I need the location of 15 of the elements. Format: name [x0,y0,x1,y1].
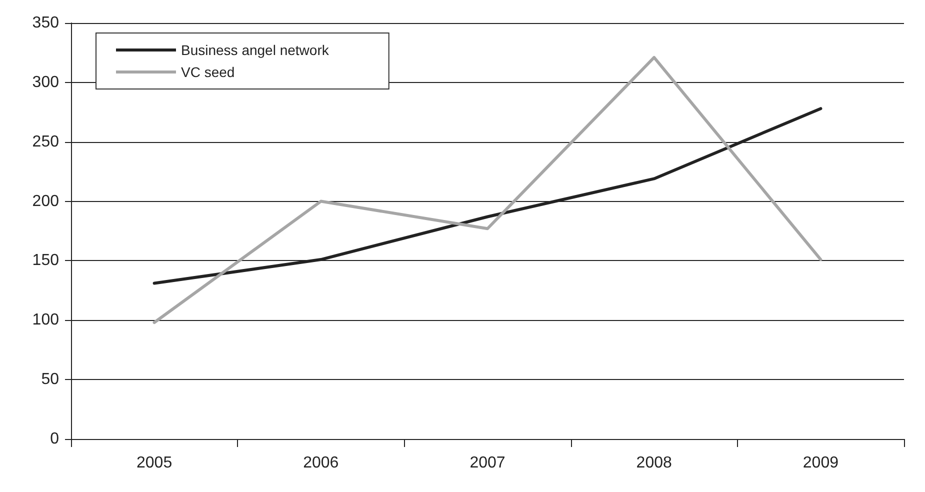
y-tick-label: 50 [41,371,60,388]
x-tick-label: 2007 [470,454,506,472]
legend-label: Business angel network [181,42,330,58]
x-tick-label: 2006 [303,454,339,472]
y-tick-label: 250 [32,133,60,150]
y-tick-label: 200 [32,192,60,210]
y-tick-label: 350 [32,14,60,32]
y-tick-label: 300 [32,74,60,91]
x-tick-label: 2009 [802,454,839,472]
x-tick-label: 2005 [136,454,172,472]
legend-label: VC seed [181,64,235,80]
x-tick-label: 2008 [636,454,672,472]
y-tick-label: 100 [32,312,60,329]
y-tick-label: 150 [32,252,60,270]
y-tick-label: 0 [50,430,60,448]
